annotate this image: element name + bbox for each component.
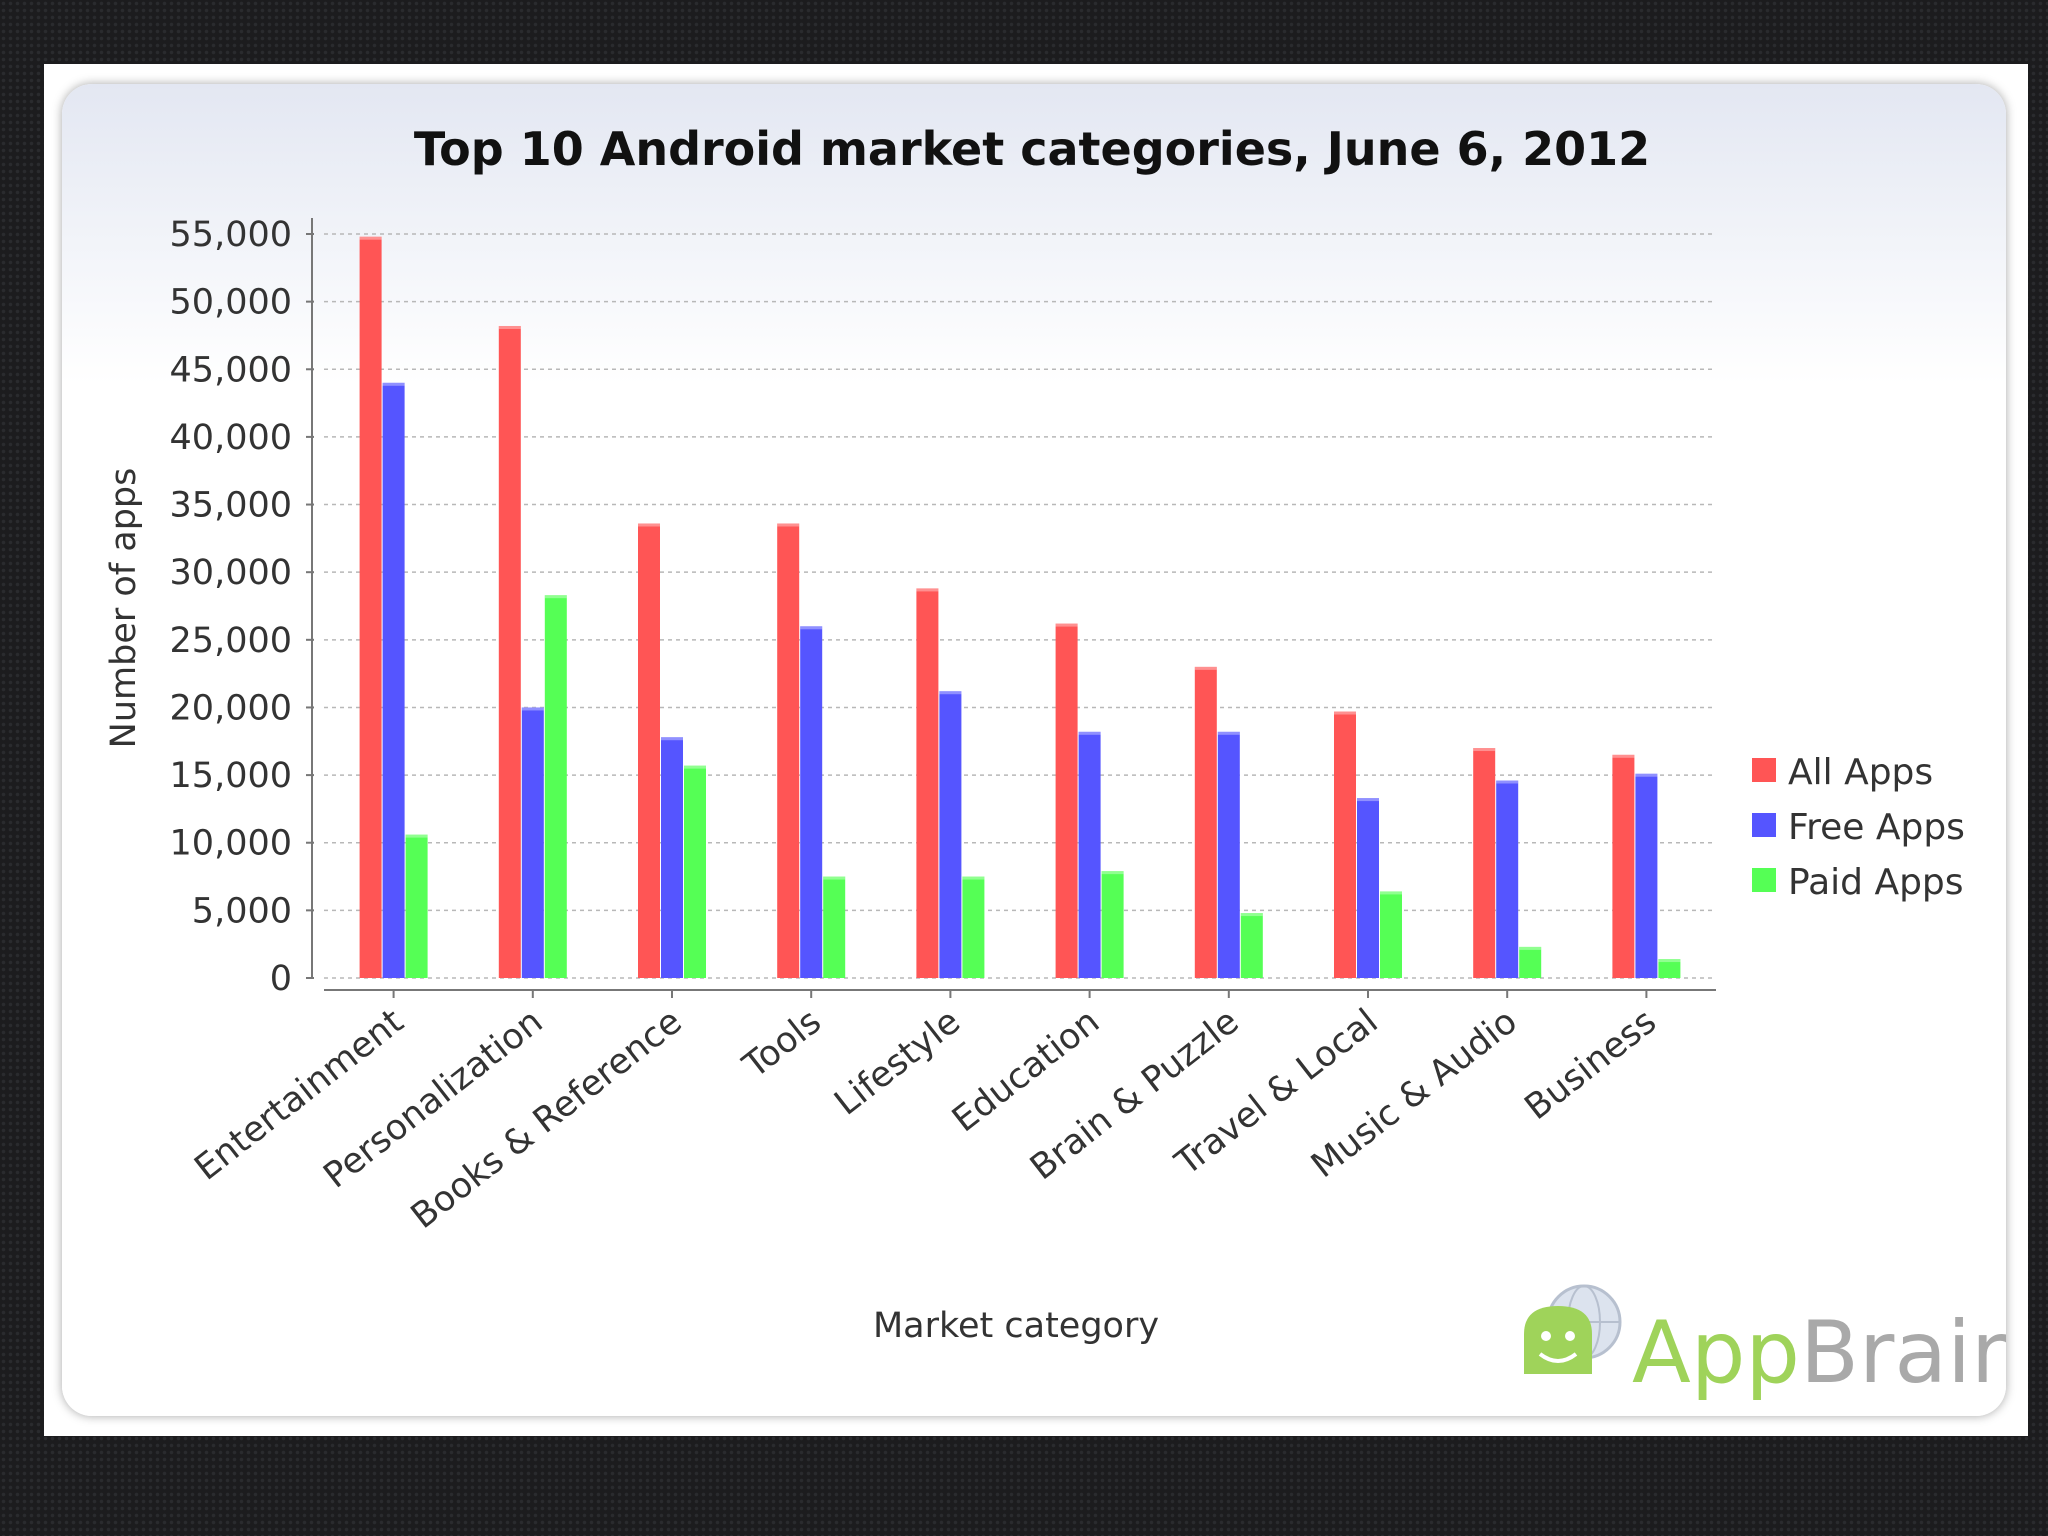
bar-highlight bbox=[800, 626, 823, 630]
y-tick-label: 30,000 bbox=[170, 553, 292, 593]
bar-paid-apps bbox=[1240, 913, 1263, 978]
appbrain-logo: AppBrain bbox=[1524, 1284, 2006, 1403]
bar-highlight bbox=[777, 523, 800, 527]
x-axis-title: Market category bbox=[873, 1306, 1159, 1346]
bar-highlight bbox=[359, 236, 382, 240]
bar-all-apps bbox=[1055, 623, 1078, 978]
bar-highlight bbox=[962, 876, 985, 880]
legend-label: All Apps bbox=[1788, 752, 1933, 793]
y-tick-label: 35,000 bbox=[170, 486, 292, 526]
bar-all-apps bbox=[498, 325, 521, 978]
y-tick-labels: 0 5,000 10,000 15,000 20,000 25,000 30,000 35,0… bbox=[170, 215, 292, 999]
bar-all-apps bbox=[1334, 711, 1356, 978]
bar-all-apps bbox=[1473, 748, 1496, 978]
x-tick-label: Books & Reference bbox=[404, 1002, 690, 1237]
bar-highlight bbox=[1380, 891, 1402, 895]
bar-free-apps bbox=[382, 382, 405, 978]
legend-label: Free Apps bbox=[1788, 807, 1965, 848]
android-globe-icon bbox=[1524, 1284, 1622, 1374]
legend-swatch bbox=[1752, 868, 1776, 892]
x-tick-label: Lifestyle bbox=[827, 1002, 967, 1124]
bar-highlight bbox=[1194, 666, 1217, 670]
bar-highlight bbox=[382, 382, 405, 386]
bar-highlight bbox=[916, 588, 939, 592]
y-tick-label: 55,000 bbox=[170, 215, 292, 255]
legend-swatch bbox=[1752, 758, 1776, 782]
bar-highlight bbox=[1334, 711, 1356, 715]
legend-swatch bbox=[1752, 813, 1776, 837]
bar-highlight bbox=[521, 707, 544, 711]
bar-highlight bbox=[1612, 754, 1635, 758]
bar-paid-apps bbox=[962, 876, 985, 978]
chart-panel: Top 10 Android market categories, June 6… bbox=[62, 84, 2006, 1416]
bar-highlight bbox=[661, 737, 683, 741]
bar-paid-apps bbox=[1380, 891, 1402, 978]
bar-paid-apps bbox=[1101, 871, 1124, 978]
bar-highlight bbox=[1101, 871, 1124, 875]
bar-free-apps bbox=[1496, 780, 1519, 978]
bar-highlight bbox=[1519, 946, 1542, 950]
bar-free-apps bbox=[1357, 798, 1379, 978]
bar-free-apps bbox=[1217, 731, 1240, 978]
bar-highlight bbox=[1055, 623, 1078, 627]
bars bbox=[359, 236, 1681, 979]
bar-paid-apps bbox=[405, 834, 428, 978]
logo-text-app: App bbox=[1632, 1303, 1800, 1403]
bar-highlight bbox=[405, 834, 428, 838]
y-tick-label: 50,000 bbox=[170, 283, 292, 323]
bar-highlight bbox=[684, 765, 706, 769]
bar-free-apps bbox=[800, 626, 823, 978]
bar-all-apps bbox=[1194, 666, 1217, 978]
bar-free-apps bbox=[521, 707, 544, 978]
x-tick-label: Tools bbox=[735, 1002, 828, 1087]
y-tick-label: 20,000 bbox=[170, 688, 292, 728]
bar-all-apps bbox=[1612, 754, 1635, 978]
logo-text-brain: Brain bbox=[1800, 1303, 2006, 1403]
y-tick-label: 15,000 bbox=[170, 756, 292, 796]
bar-all-apps bbox=[359, 236, 382, 979]
legend: All Apps Free Apps Paid Apps bbox=[1752, 752, 1965, 903]
appbrain-logo-text: AppBrain bbox=[1632, 1303, 2006, 1403]
x-tick-label: Business bbox=[1518, 1002, 1664, 1129]
bar-paid-apps bbox=[544, 595, 567, 978]
bar-highlight bbox=[498, 325, 521, 329]
bar-all-apps bbox=[638, 523, 660, 978]
bar-free-apps bbox=[661, 737, 683, 978]
y-tick-label: 5,000 bbox=[192, 891, 292, 931]
bar-free-apps bbox=[939, 691, 962, 978]
bar-paid-apps bbox=[684, 765, 706, 978]
y-axis-title: Number of apps bbox=[104, 468, 144, 749]
bar-free-apps bbox=[1078, 731, 1101, 978]
bar-highlight bbox=[823, 876, 846, 880]
bar-highlight bbox=[1658, 959, 1681, 963]
bar-paid-apps bbox=[823, 876, 846, 978]
bar-highlight bbox=[1240, 913, 1263, 917]
bar-highlight bbox=[1635, 773, 1658, 777]
bar-paid-apps bbox=[1658, 959, 1681, 978]
bar-highlight bbox=[544, 595, 567, 599]
y-tick-label: 25,000 bbox=[170, 621, 292, 661]
bar-highlight bbox=[1217, 731, 1240, 735]
chart-title: Top 10 Android market categories, June 6… bbox=[414, 122, 1650, 176]
y-tick-label: 10,000 bbox=[170, 824, 292, 864]
bar-highlight bbox=[638, 523, 660, 527]
axes bbox=[306, 218, 1716, 998]
legend-label: Paid Apps bbox=[1788, 862, 1964, 903]
bar-all-apps bbox=[916, 588, 939, 978]
y-tick-label: 45,000 bbox=[170, 350, 292, 390]
bar-highlight bbox=[1078, 731, 1101, 735]
bar-all-apps bbox=[777, 523, 800, 978]
bar-highlight bbox=[939, 691, 962, 695]
y-tick-label: 0 bbox=[270, 959, 292, 999]
bar-highlight bbox=[1357, 798, 1379, 802]
chart: Top 10 Android market categories, June 6… bbox=[104, 122, 2006, 1403]
y-tick-label: 40,000 bbox=[170, 418, 292, 458]
bar-highlight bbox=[1496, 780, 1519, 784]
slide-frame: Top 10 Android market categories, June 6… bbox=[44, 64, 2028, 1436]
bar-free-apps bbox=[1635, 773, 1658, 978]
bar-highlight bbox=[1473, 748, 1496, 752]
bar-paid-apps bbox=[1519, 946, 1542, 978]
